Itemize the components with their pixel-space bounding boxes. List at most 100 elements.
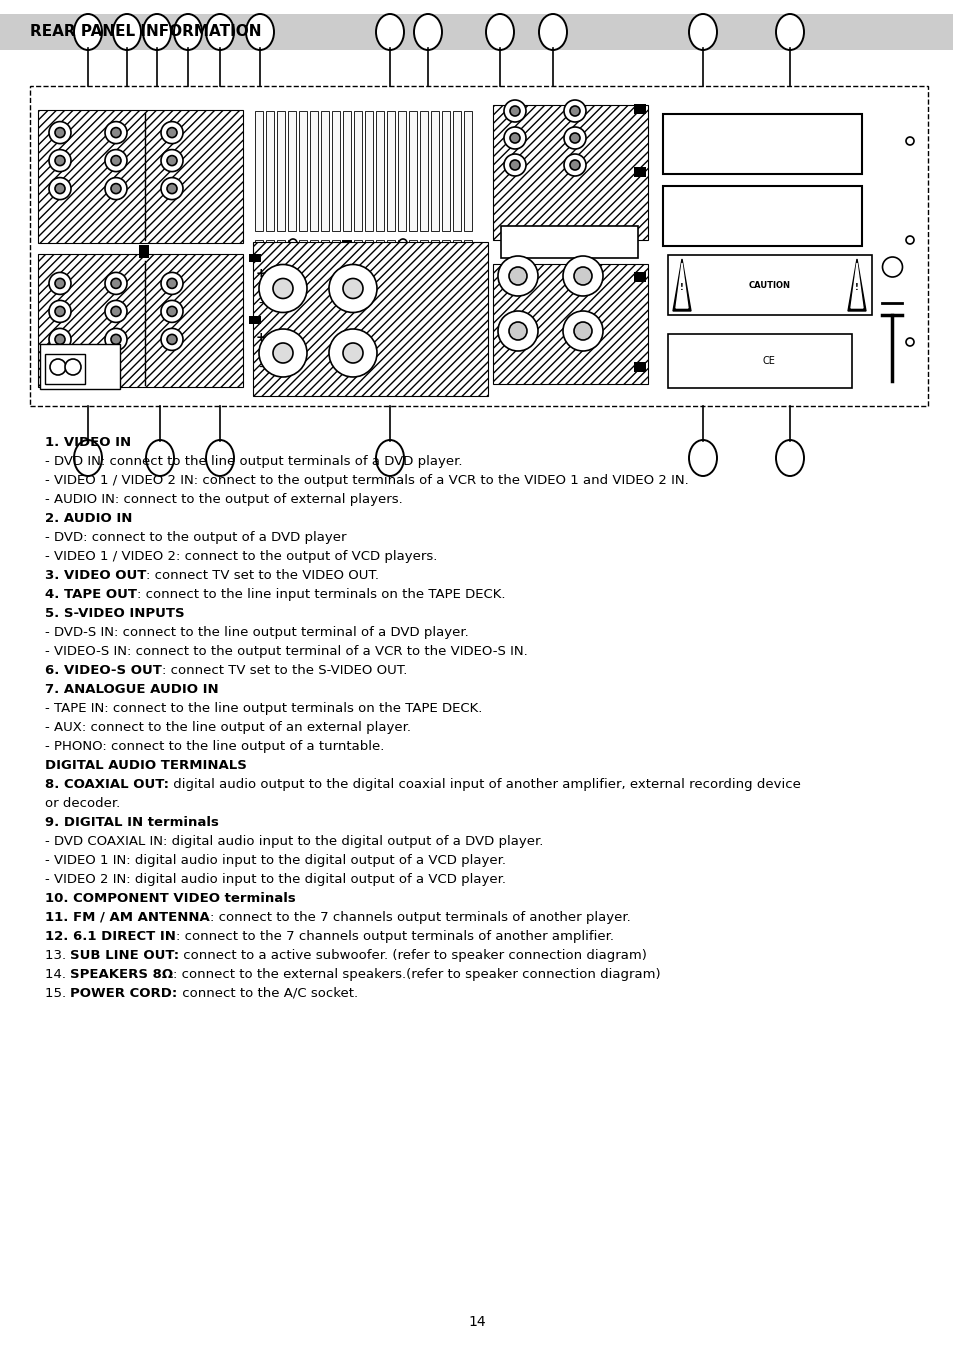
Bar [419,240,428,305]
Bar [298,240,307,305]
Bar [138,245,149,249]
Bar [354,240,361,305]
Bar [354,111,361,231]
Circle shape [49,122,71,143]
Circle shape [905,236,913,245]
Text: - DVD: connect to the output of a DVD player: - DVD: connect to the output of a DVD pl… [45,531,346,544]
Bar [409,240,416,305]
Bar [249,254,261,262]
Bar [463,111,472,231]
Bar [343,240,351,305]
Text: : connect to the external speakers.(refer to speaker connection diagram): : connect to the external speakers.(refe… [173,969,660,981]
Ellipse shape [112,14,141,50]
Text: - VIDEO-S IN: connect to the output terminal of a VCR to the VIDEO-S IN.: - VIDEO-S IN: connect to the output term… [45,644,527,658]
Bar [40,345,120,389]
Circle shape [563,154,585,176]
Bar [500,226,638,258]
Text: : connect to the 7 channels output terminals of another amplifier.: : connect to the 7 channels output termi… [175,929,613,943]
Bar [319,317,328,372]
Circle shape [503,154,525,176]
Bar [276,111,285,231]
Ellipse shape [143,14,171,50]
Ellipse shape [485,14,514,50]
Bar [30,86,927,407]
Circle shape [55,278,65,288]
Circle shape [111,307,121,316]
Ellipse shape [775,14,803,50]
Text: 8. COAXIAL OUT:: 8. COAXIAL OUT: [45,778,169,790]
Text: : connect to the line input terminals on the TAPE DECK.: : connect to the line input terminals on… [137,588,505,601]
Bar [375,240,384,305]
Text: - TAPE IN: connect to the line output terminals on the TAPE DECK.: - TAPE IN: connect to the line output te… [45,703,482,715]
Circle shape [167,155,177,166]
Circle shape [111,335,121,345]
Text: CE: CE [761,357,775,366]
Bar [253,242,488,396]
Bar [288,111,295,231]
Bar [38,109,243,243]
Bar [298,111,307,231]
Bar [453,111,460,231]
Bar [254,111,263,231]
Circle shape [49,150,71,172]
Bar [453,240,460,305]
Ellipse shape [173,14,202,50]
Circle shape [905,136,913,145]
Circle shape [574,267,592,285]
Text: - AUX: connect to the line output of an external player.: - AUX: connect to the line output of an … [45,721,411,734]
Text: 10. COMPONENT VIDEO terminals: 10. COMPONENT VIDEO terminals [45,892,295,905]
Circle shape [167,184,177,193]
Ellipse shape [246,14,274,50]
Text: - DVD-S IN: connect to the line output terminal of a DVD player.: - DVD-S IN: connect to the line output t… [45,626,468,639]
Bar [493,105,647,240]
Ellipse shape [375,440,403,476]
Circle shape [55,184,65,193]
Polygon shape [850,263,862,308]
Text: digital audio output to the digital coaxial input of another amplifier, external: digital audio output to the digital coax… [169,778,800,790]
Text: !: ! [679,284,683,293]
Circle shape [111,155,121,166]
Text: +: + [255,331,266,345]
Circle shape [105,177,127,200]
Circle shape [111,127,121,138]
Text: SPEAKERS 8Ω: SPEAKERS 8Ω [71,969,173,981]
Bar [493,263,647,384]
Circle shape [503,127,525,149]
Bar [254,317,263,372]
Bar [375,111,384,231]
Text: : connect TV set to the S-VIDEO OUT.: : connect TV set to the S-VIDEO OUT. [162,663,407,677]
Ellipse shape [775,440,803,476]
Text: 1. VIDEO IN: 1. VIDEO IN [45,436,131,449]
Circle shape [55,335,65,345]
Text: - VIDEO 1 / VIDEO 2: connect to the output of VCD players.: - VIDEO 1 / VIDEO 2: connect to the outp… [45,550,436,563]
Text: connect to the A/C socket.: connect to the A/C socket. [177,988,357,1000]
Bar [346,317,354,372]
Bar [634,362,645,372]
Text: !: ! [854,284,858,293]
Text: - VIDEO 2 IN: digital audio input to the digital output of a VCD player.: - VIDEO 2 IN: digital audio input to the… [45,873,505,886]
Circle shape [55,155,65,166]
Text: : connect to the 7 channels output terminals of another player.: : connect to the 7 channels output termi… [210,911,630,924]
Circle shape [289,239,296,247]
Text: +: + [255,266,266,280]
Circle shape [167,335,177,345]
Bar [441,111,450,231]
Text: 15.: 15. [45,988,71,1000]
Circle shape [510,105,519,116]
Circle shape [329,330,376,377]
Text: connect to a active subwoofer. (refer to speaker connection diagram): connect to a active subwoofer. (refer to… [179,948,647,962]
Text: 14: 14 [468,1315,485,1329]
Circle shape [161,273,183,295]
Circle shape [161,122,183,143]
Circle shape [398,239,407,247]
Circle shape [569,105,579,116]
Bar [320,111,329,231]
Circle shape [509,267,526,285]
Bar [662,113,861,174]
Ellipse shape [375,14,403,50]
Circle shape [569,159,579,170]
Bar [431,111,438,231]
Circle shape [167,127,177,138]
Bar [397,240,406,305]
Circle shape [562,311,602,351]
